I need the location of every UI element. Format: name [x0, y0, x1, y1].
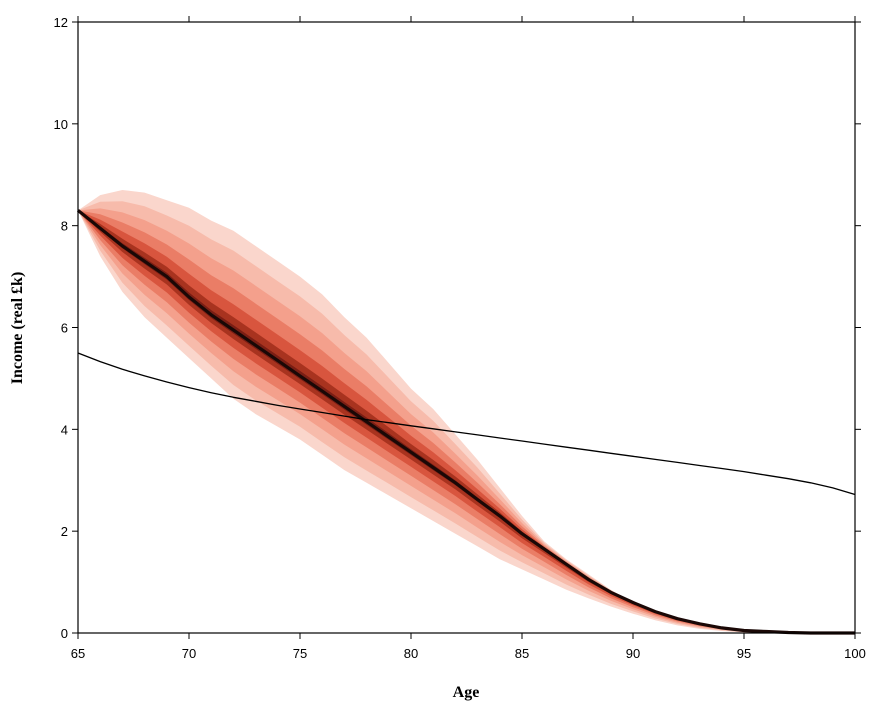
reference-line: [77, 352, 856, 496]
y-tick-label: 12: [54, 15, 68, 30]
fan-band-5: [78, 210, 855, 633]
x-tick-label: 100: [844, 646, 866, 661]
axis-ticks: [72, 16, 861, 639]
x-tick-label: 70: [182, 646, 196, 661]
median-line: [76, 209, 855, 635]
y-tick-label: 0: [61, 626, 68, 641]
x-axis-title: Age: [453, 684, 480, 701]
y-tick-label: 10: [54, 117, 68, 132]
y-axis-title: Income (real £k): [9, 272, 26, 385]
x-tick-label: 80: [404, 646, 418, 661]
y-tick-label: 8: [61, 219, 68, 234]
series-lines: [76, 209, 856, 635]
fan-band-3: [78, 208, 855, 633]
fan-bands: [78, 190, 855, 633]
x-tick-label: 65: [71, 646, 85, 661]
x-tick-label: 95: [737, 646, 751, 661]
y-tick-label: 2: [61, 524, 68, 539]
x-tick-label: 90: [626, 646, 640, 661]
y-tick-label: 4: [61, 422, 68, 437]
x-tick-label: 85: [515, 646, 529, 661]
x-tick-label: 75: [293, 646, 307, 661]
y-tick-label: 6: [61, 321, 68, 336]
fan-band-4: [78, 210, 855, 633]
tick-labels: 65 70 75 80 85 90 95 100 0 2 4 6 8 10 12: [54, 15, 866, 661]
